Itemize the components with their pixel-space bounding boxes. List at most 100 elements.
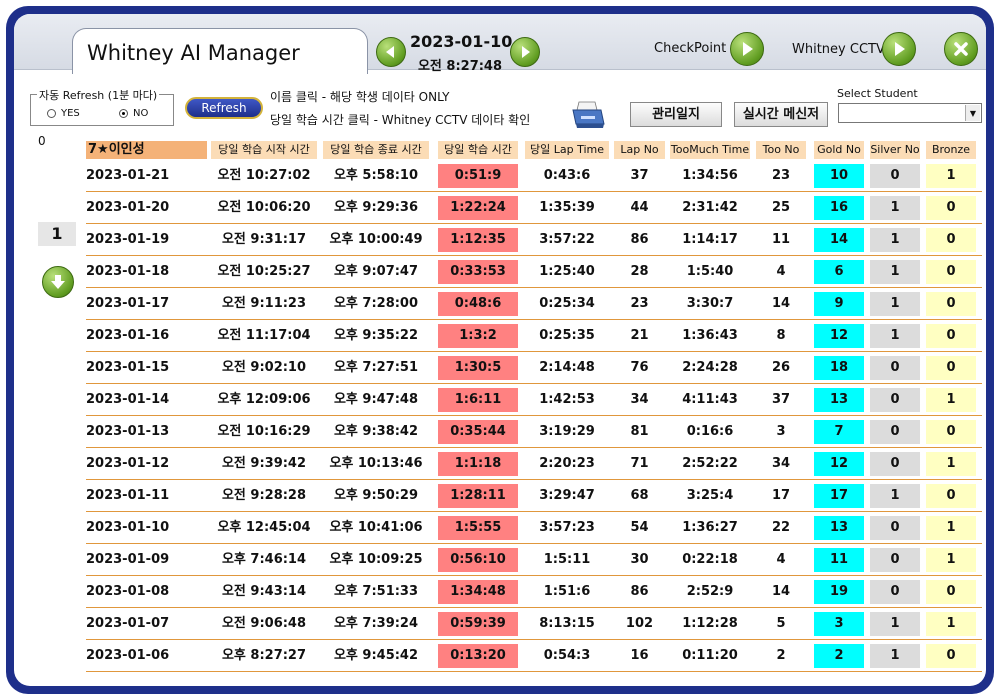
date-cell: 2023-01-07 bbox=[86, 616, 170, 631]
study-time-cell[interactable]: 0:33:53 bbox=[438, 260, 518, 284]
too-no-header: Too No bbox=[756, 141, 806, 159]
lap-no-cell: 86 bbox=[630, 232, 649, 247]
bronze-no-cell: 1 bbox=[926, 516, 976, 540]
study-time-cell[interactable]: 1:6:11 bbox=[438, 388, 518, 412]
end-time-cell: 오후 9:35:22 bbox=[333, 328, 419, 343]
date-cell: 2023-01-20 bbox=[86, 200, 170, 215]
refresh-no-radio[interactable]: NO bbox=[119, 108, 148, 119]
next-page-button[interactable] bbox=[42, 266, 74, 298]
next-date-button[interactable] bbox=[510, 37, 540, 67]
refresh-yes-label: YES bbox=[61, 108, 80, 119]
gold-no-cell: 11 bbox=[814, 548, 864, 572]
table-row: 2023-01-08 오전 9:43:14 오후 7:51:33 1:34:48 1:5… bbox=[86, 576, 982, 608]
start-time-cell: 오전 9:31:17 bbox=[221, 232, 307, 247]
bronze-header: Bronze bbox=[926, 141, 976, 159]
end-time-cell: 오후 9:50:29 bbox=[333, 488, 419, 503]
silver-no-cell: 1 bbox=[870, 228, 920, 252]
table-row: 2023-01-16 오전 11:17:04 오후 9:35:22 1:3:2 0:25… bbox=[86, 320, 982, 352]
study-time-cell[interactable]: 1:1:18 bbox=[438, 452, 518, 476]
lap-no-cell: 81 bbox=[630, 424, 649, 439]
study-time-cell[interactable]: 0:48:6 bbox=[438, 292, 518, 316]
study-time-cell[interactable]: 0:13:20 bbox=[438, 644, 518, 668]
toomuch-time-cell: 0:16:6 bbox=[686, 424, 734, 439]
lap-time-cell: 1:35:39 bbox=[539, 200, 595, 215]
study-time-cell[interactable]: 1:34:48 bbox=[438, 580, 518, 604]
lap-no-cell: 21 bbox=[630, 328, 649, 343]
study-time-cell[interactable]: 0:51:9 bbox=[438, 164, 518, 188]
student-name-header[interactable]: 7★이인성 bbox=[86, 141, 207, 159]
study-time-cell[interactable]: 1:28:11 bbox=[438, 484, 518, 508]
current-date: 2023-01-10 bbox=[410, 32, 513, 51]
date-cell: 2023-01-21 bbox=[86, 168, 170, 183]
toomuch-time-cell: 1:36:27 bbox=[682, 520, 738, 535]
window-body: Whitney AI Manager 2023-01-10 오전 8:27:48… bbox=[14, 14, 986, 686]
lap-time-cell: 0:43:6 bbox=[543, 168, 591, 183]
bronze-no-cell: 0 bbox=[926, 580, 976, 604]
refresh-yes-radio[interactable]: YES bbox=[47, 108, 80, 119]
table-row: 2023-01-14 오후 12:09:06 오후 9:47:48 1:6:11 1:4… bbox=[86, 384, 982, 416]
lap-time-cell: 3:57:23 bbox=[539, 520, 595, 535]
student-select[interactable]: ▼ bbox=[838, 103, 982, 123]
gold-no-cell: 13 bbox=[814, 388, 864, 412]
checkpoint-button[interactable] bbox=[730, 32, 764, 66]
printer-icon[interactable] bbox=[570, 100, 606, 130]
too-no-cell: 3 bbox=[776, 424, 786, 439]
bronze-no-cell: 0 bbox=[926, 292, 976, 316]
silver-no-cell: 1 bbox=[870, 196, 920, 220]
left-arrow-icon bbox=[386, 46, 394, 58]
table-row: 2023-01-11 오전 9:28:28 오후 9:50:29 1:28:11 3:2… bbox=[86, 480, 982, 512]
toomuch-time-cell: 2:31:42 bbox=[682, 200, 738, 215]
date-cell: 2023-01-06 bbox=[86, 648, 170, 663]
chevron-down-icon[interactable]: ▼ bbox=[965, 105, 980, 121]
study-time-cell[interactable]: 0:56:10 bbox=[438, 548, 518, 572]
prev-date-button[interactable] bbox=[376, 37, 406, 67]
start-time-cell: 오전 10:16:29 bbox=[217, 424, 311, 439]
close-button[interactable] bbox=[944, 32, 978, 66]
end-time-cell: 오후 9:47:48 bbox=[333, 392, 419, 407]
silver-no-cell: 0 bbox=[870, 420, 920, 444]
messenger-button[interactable]: 실시간 메신저 bbox=[734, 102, 828, 127]
start-time-cell: 오후 12:09:06 bbox=[217, 392, 311, 407]
auto-refresh-group: 자동 Refresh (1분 마다) YES NO bbox=[30, 87, 174, 126]
study-time-cell[interactable]: 1:5:55 bbox=[438, 516, 518, 540]
cctv-label[interactable]: Whitney CCTV bbox=[792, 42, 885, 57]
table-row: 2023-01-20 오전 10:06:20 오후 9:29:36 1:22:24 1:… bbox=[86, 192, 982, 224]
study-time-cell[interactable]: 1:22:24 bbox=[438, 196, 518, 220]
too-no-cell: 17 bbox=[771, 488, 791, 503]
lap-no-header: Lap No bbox=[614, 141, 665, 159]
study-time-cell[interactable]: 0:35:44 bbox=[438, 420, 518, 444]
silver-no-cell: 1 bbox=[870, 484, 920, 508]
info-line-1: 이름 클릭 - 해당 학생 데이타 ONLY bbox=[270, 90, 450, 104]
study-time-header: 당일 학습 시간 bbox=[438, 141, 518, 159]
too-no-cell: 25 bbox=[771, 200, 791, 215]
start-time-cell: 오전 9:28:28 bbox=[221, 488, 307, 503]
lap-time-cell: 1:25:40 bbox=[539, 264, 595, 279]
silver-no-cell: 1 bbox=[870, 292, 920, 316]
too-no-cell: 37 bbox=[771, 392, 791, 407]
end-time-cell: 오후 9:29:36 bbox=[333, 200, 419, 215]
study-time-cell[interactable]: 1:3:2 bbox=[438, 324, 518, 348]
lap-time-cell: 3:57:22 bbox=[539, 232, 595, 247]
checkpoint-label[interactable]: CheckPoint bbox=[654, 41, 727, 56]
lap-no-cell: 71 bbox=[630, 456, 649, 471]
current-time: 오전 8:27:48 bbox=[417, 59, 503, 74]
study-time-cell[interactable]: 1:12:35 bbox=[438, 228, 518, 252]
too-no-cell: 14 bbox=[771, 296, 791, 311]
too-no-cell: 2 bbox=[776, 648, 786, 663]
bronze-no-cell: 0 bbox=[926, 260, 976, 284]
gold-no-cell: 10 bbox=[814, 164, 864, 188]
too-no-cell: 8 bbox=[776, 328, 786, 343]
bronze-no-cell: 0 bbox=[926, 644, 976, 668]
cctv-button[interactable] bbox=[882, 32, 916, 66]
log-button[interactable]: 관리일지 bbox=[630, 102, 722, 127]
refresh-button[interactable]: Refresh bbox=[185, 97, 263, 119]
end-time-cell: 오후 7:39:24 bbox=[333, 616, 419, 631]
data-table: 2023-01-21 오전 10:27:02 오후 5:58:10 0:51:9 0:4… bbox=[86, 160, 982, 672]
bronze-no-cell: 1 bbox=[926, 164, 976, 188]
study-time-cell[interactable]: 1:30:5 bbox=[438, 356, 518, 380]
record-counter: 0 bbox=[38, 134, 46, 148]
lap-no-cell: 86 bbox=[630, 584, 649, 599]
study-time-cell[interactable]: 0:59:39 bbox=[438, 612, 518, 636]
start-time-cell: 오전 10:27:02 bbox=[217, 168, 311, 183]
lap-time-cell: 2:14:48 bbox=[539, 360, 595, 375]
